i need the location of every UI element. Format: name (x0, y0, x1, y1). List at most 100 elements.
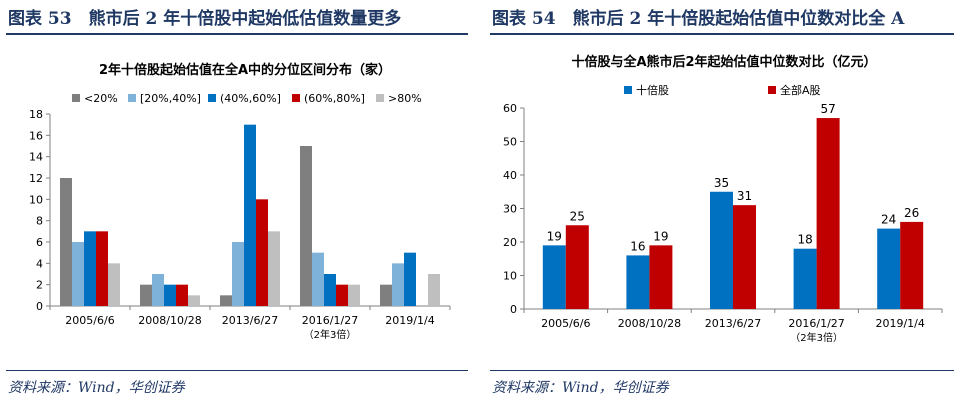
bar (565, 225, 589, 309)
bar (649, 245, 673, 309)
legend-swatch (376, 94, 384, 102)
data-label: 19 (653, 229, 668, 243)
bar (96, 231, 108, 306)
data-label: 24 (881, 213, 896, 227)
bar (244, 124, 256, 307)
legend-swatch (208, 94, 216, 102)
y-tick-label: 6 (36, 236, 43, 249)
y-tick-label: 18 (29, 108, 43, 121)
bar (380, 284, 392, 306)
bar (348, 284, 360, 306)
chart-title: 十倍股与全A熊市后2年起始估值中位数对比（亿元） (571, 54, 876, 70)
y-tick-label: 20 (503, 236, 517, 249)
legend-swatch (292, 94, 300, 102)
x-tick-label: 2005/6/6 (541, 317, 590, 330)
bar (72, 242, 84, 306)
data-label: 18 (797, 233, 812, 247)
x-tick-label: 2013/6/27 (705, 317, 761, 330)
data-label: 35 (714, 176, 729, 190)
data-label: 16 (630, 239, 645, 253)
x-tick-label: 2008/10/28 (618, 317, 681, 330)
y-tick-label: 0 (510, 303, 517, 316)
bar (324, 274, 336, 306)
bar (542, 245, 566, 309)
bar (336, 284, 348, 306)
bar (312, 252, 324, 306)
bar (256, 199, 268, 306)
category-note: （2年3倍） (304, 328, 357, 341)
legend-label: >80% (388, 92, 422, 105)
x-tick-label: 2013/6/27 (222, 314, 278, 327)
bar (60, 178, 72, 306)
bar (877, 228, 901, 309)
figure-54-title: 图表 54 熊市后 2 年十倍股起始估值中位数对比全 A (492, 9, 905, 29)
figure-53-title: 图表 53 熊市后 2 年十倍股中起始低估值数量更多 (8, 9, 402, 29)
bar (816, 118, 840, 309)
left-figure-panel: 图表 53 熊市后 2 年十倍股中起始低估值数量更多 2年十倍股起始估值在全A中… (0, 0, 474, 404)
y-tick-label: 12 (29, 172, 43, 185)
legend-swatch (72, 94, 80, 102)
bar (152, 274, 164, 306)
x-tick-label: 2016/1/27 (302, 314, 358, 327)
bar (428, 274, 440, 306)
x-tick-label: 2016/1/27 (788, 317, 844, 330)
source-note: 资料来源：Wind，华创证券 (8, 380, 185, 396)
bar (900, 221, 924, 309)
right-figure-panel: 图表 54 熊市后 2 年十倍股起始估值中位数对比全 A 十倍股与全A熊市后2年… (484, 0, 960, 404)
bar (733, 205, 756, 309)
bar (108, 263, 120, 306)
y-tick-label: 10 (503, 270, 517, 283)
data-label: 57 (820, 102, 835, 116)
chart-title: 2年十倍股起始估值在全A中的分位区间分布（家） (99, 62, 391, 78)
bar (404, 252, 416, 306)
legend-swatch (768, 86, 776, 94)
legend-swatch (128, 94, 136, 102)
x-tick-label: 2008/10/28 (138, 314, 201, 327)
x-tick-label: 2019/1/4 (875, 317, 924, 330)
bar (220, 295, 232, 306)
source-note: 资料来源：Wind，华创证券 (492, 380, 669, 396)
legend-label: (60%,80%] (304, 92, 365, 105)
legend-label: [20%,40%] (140, 92, 201, 105)
y-tick-label: 10 (29, 193, 43, 206)
legend-swatch (624, 86, 632, 94)
y-tick-label: 4 (36, 257, 43, 270)
bar (176, 284, 188, 306)
x-tick-label: 2005/6/6 (65, 314, 114, 327)
bar (710, 191, 733, 309)
bar (268, 231, 280, 306)
legend-label: 十倍股 (636, 83, 669, 97)
data-label: 25 (570, 209, 585, 223)
y-tick-label: 16 (29, 129, 43, 142)
y-tick-label: 8 (36, 215, 43, 228)
y-tick-label: 14 (29, 151, 43, 164)
data-label: 26 (904, 206, 919, 220)
bar (793, 248, 817, 309)
quantile-distribution-chart: 2年十倍股起始估值在全A中的分位区间分布（家） <20% [20%,40%] (40%… (29, 62, 451, 341)
legend-label: <20% (84, 92, 118, 105)
y-tick-label: 40 (503, 169, 517, 182)
bar (392, 263, 404, 306)
y-tick-label: 0 (36, 300, 43, 313)
bar (84, 231, 96, 306)
source-divider (6, 370, 468, 371)
bar (164, 284, 176, 306)
bar (140, 284, 152, 306)
bar (188, 295, 200, 306)
title-divider (490, 33, 954, 35)
y-tick-label: 60 (503, 102, 517, 115)
data-label: 31 (737, 189, 752, 203)
y-tick-label: 30 (503, 203, 517, 216)
median-valuation-chart: 十倍股与全A熊市后2年起始估值中位数对比（亿元） 十倍股 全部A股 0 10 20 30 40… (503, 54, 943, 344)
bar (626, 255, 650, 309)
bar (300, 146, 312, 306)
title-divider (6, 33, 468, 35)
legend-label: (40%,60%] (220, 92, 281, 105)
source-divider (490, 370, 954, 371)
category-note: （2年3倍） (790, 331, 843, 344)
legend-label: 全部A股 (780, 83, 821, 97)
bar (232, 242, 244, 306)
x-tick-label: 2019/1/4 (385, 314, 434, 327)
y-tick-label: 2 (36, 279, 43, 292)
y-tick-label: 50 (503, 136, 517, 149)
